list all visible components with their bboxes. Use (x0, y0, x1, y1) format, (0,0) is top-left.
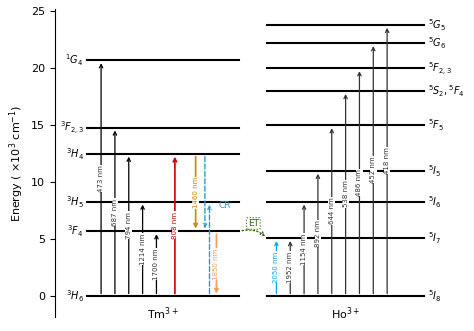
Text: $^5F_{2,3}$: $^5F_{2,3}$ (428, 60, 452, 77)
Text: 1952 nm: 1952 nm (287, 252, 293, 283)
Text: 808 nm: 808 nm (172, 212, 178, 239)
Text: 2050 nm: 2050 nm (273, 252, 279, 283)
Text: $^3F_{2,3}$: $^3F_{2,3}$ (60, 119, 83, 136)
Text: $^3H_4$: $^3H_4$ (65, 146, 83, 162)
Text: 538 nm: 538 nm (343, 180, 348, 207)
Text: 1460 nm: 1460 nm (192, 177, 199, 208)
Y-axis label: Energy ( $\times 10^3$ cm$^{-1}$): Energy ( $\times 10^3$ cm$^{-1}$) (7, 104, 26, 221)
Text: 1214 nm: 1214 nm (140, 233, 146, 265)
Text: 644 nm: 644 nm (329, 198, 335, 224)
Text: $^3H_5$: $^3H_5$ (66, 194, 83, 210)
Text: 892 nm: 892 nm (315, 220, 321, 247)
Text: 452 nm: 452 nm (370, 157, 376, 183)
Text: 418 nm: 418 nm (384, 147, 390, 174)
Text: $^5F_5$: $^5F_5$ (428, 118, 444, 133)
Text: $^5S_2,^5F_4$: $^5S_2,^5F_4$ (428, 83, 465, 99)
Text: Tm$^{3+}$: Tm$^{3+}$ (147, 306, 179, 322)
Text: $^5I_8$: $^5I_8$ (428, 289, 441, 304)
Text: 687 nm: 687 nm (112, 199, 118, 225)
Text: $^5G_6$: $^5G_6$ (428, 35, 446, 51)
Text: $^3F_4$: $^3F_4$ (67, 223, 83, 239)
Text: Ho$^{3+}$: Ho$^{3+}$ (331, 306, 360, 322)
Text: 1850 nm: 1850 nm (213, 248, 219, 280)
Text: $^1G_4$: $^1G_4$ (65, 53, 83, 68)
Text: 473 nm: 473 nm (98, 165, 104, 192)
Text: CR: CR (219, 201, 231, 210)
Text: 1154 nm: 1154 nm (301, 233, 307, 265)
Text: 486 nm: 486 nm (356, 169, 363, 196)
Text: $^5I_6$: $^5I_6$ (428, 194, 441, 210)
Text: 794 nm: 794 nm (126, 212, 132, 239)
Text: $^5I_5$: $^5I_5$ (428, 163, 441, 179)
Text: $^5I_7$: $^5I_7$ (428, 230, 441, 246)
Text: 1700 nm: 1700 nm (154, 248, 159, 280)
Text: ET: ET (248, 219, 259, 228)
Text: $^3H_6$: $^3H_6$ (65, 289, 83, 304)
Text: $^5G_5$: $^5G_5$ (428, 17, 446, 33)
